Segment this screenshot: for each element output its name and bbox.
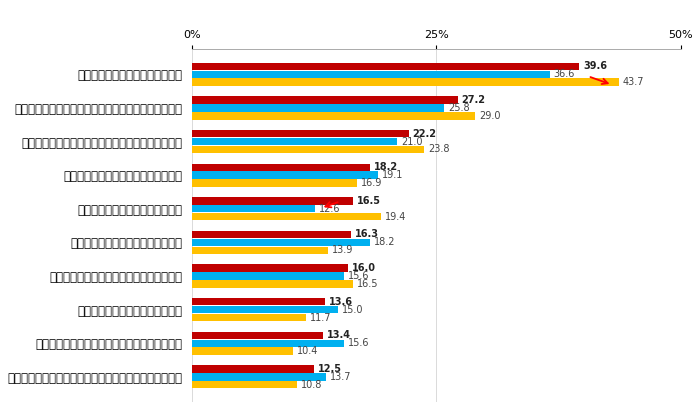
Text: 12.6: 12.6 [318, 204, 340, 214]
Bar [192, 171, 379, 179]
Text: 22.2: 22.2 [413, 128, 437, 139]
Text: 23.8: 23.8 [428, 144, 450, 155]
Text: 29.0: 29.0 [480, 111, 500, 121]
Bar [192, 381, 298, 389]
Text: 18.2: 18.2 [374, 237, 395, 247]
Text: 11.7: 11.7 [310, 312, 332, 323]
Bar [192, 365, 314, 373]
Bar [192, 130, 409, 137]
Bar [192, 272, 344, 280]
Bar [192, 339, 344, 347]
Bar [192, 314, 306, 321]
Bar [192, 332, 323, 339]
Bar [192, 231, 351, 238]
Bar [192, 164, 370, 171]
Bar [192, 138, 397, 145]
Text: 16.5: 16.5 [357, 196, 381, 206]
Text: 19.4: 19.4 [385, 212, 407, 222]
Bar [192, 264, 348, 272]
Bar [192, 63, 579, 70]
Bar [192, 71, 550, 78]
Text: 19.1: 19.1 [382, 170, 404, 180]
Text: 10.8: 10.8 [301, 380, 323, 390]
Text: 16.5: 16.5 [357, 279, 379, 289]
Text: 15.6: 15.6 [348, 271, 370, 281]
Bar [192, 96, 458, 104]
Text: 15.6: 15.6 [348, 338, 370, 348]
Bar [192, 146, 424, 153]
Bar [192, 197, 353, 204]
Bar [192, 347, 293, 355]
Text: 12.5: 12.5 [318, 364, 342, 374]
Text: 13.6: 13.6 [328, 297, 353, 307]
Bar [192, 373, 326, 380]
Bar [192, 306, 338, 313]
Text: 18.2: 18.2 [374, 162, 398, 172]
Bar [192, 112, 475, 119]
Text: 16.9: 16.9 [361, 178, 382, 188]
Text: 15.0: 15.0 [342, 305, 364, 315]
Text: 36.6: 36.6 [554, 69, 575, 79]
Text: 39.6: 39.6 [583, 61, 607, 72]
Text: 13.9: 13.9 [332, 245, 353, 255]
Bar [192, 280, 353, 288]
Bar [192, 179, 357, 187]
Text: 43.7: 43.7 [623, 77, 645, 87]
Bar [192, 104, 444, 112]
Text: 16.3: 16.3 [355, 229, 379, 240]
Bar [192, 239, 370, 246]
Bar [192, 247, 328, 254]
Bar [192, 79, 619, 86]
Text: 25.8: 25.8 [448, 103, 470, 113]
Text: 10.4: 10.4 [298, 346, 318, 356]
Text: 21.0: 21.0 [401, 137, 423, 146]
Text: 13.7: 13.7 [330, 372, 351, 382]
Bar [192, 213, 382, 220]
Bar [192, 298, 325, 306]
Text: 27.2: 27.2 [461, 95, 486, 105]
Text: 16.0: 16.0 [352, 263, 376, 273]
Text: 13.4: 13.4 [327, 330, 351, 340]
Bar [192, 205, 315, 212]
